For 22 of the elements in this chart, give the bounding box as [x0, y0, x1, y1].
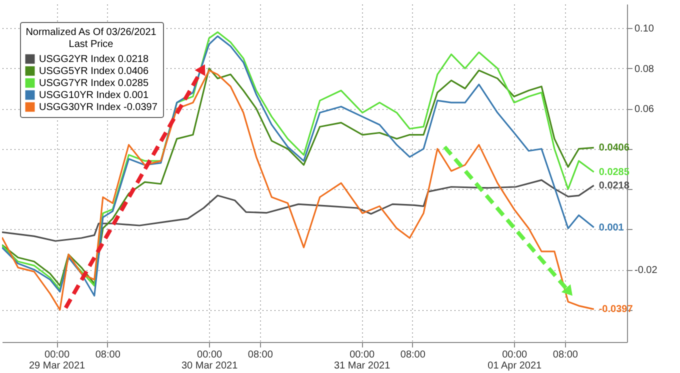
legend-label: USGG2YR Index 0.0218: [39, 54, 149, 65]
x-tick-label: 00:00 30 Mar 2021: [181, 350, 238, 372]
data-label: 0.001: [598, 222, 624, 234]
legend-label: USGG5YR Index 0.0406: [39, 66, 149, 77]
x-tick-label: 00:00 31 Mar 2021: [334, 350, 391, 372]
data-label: 0.0406: [598, 142, 630, 154]
data-label: -0.0397: [598, 304, 634, 316]
x-tick-label: 08:00: [95, 350, 121, 360]
legend-label: USGG30YR Index -0.0397: [39, 102, 158, 113]
x-tick-label: 08:00: [400, 350, 426, 360]
x-tick-label: 08:00: [248, 350, 274, 360]
y-tick-label: 0.08: [634, 64, 654, 75]
line-series: [2, 179, 595, 242]
legend-label: USGG7YR Index 0.0285: [39, 78, 149, 89]
x-tick-label: 08:00: [552, 350, 578, 360]
y-tick-label: 0.10: [634, 24, 654, 35]
y-tick-label: 0.06: [634, 104, 654, 116]
x-tick-label: 00:00 29 Mar 2021: [28, 350, 86, 372]
y-tick-label: -0.02: [634, 265, 658, 276]
legend-title: Normalized As Of 03/26/2021 Last Price: [26, 27, 157, 50]
legend-label: USGG10YR Index 0.001: [39, 90, 149, 101]
x-tick-label: 00:00 01 Apr 2021: [488, 350, 542, 372]
